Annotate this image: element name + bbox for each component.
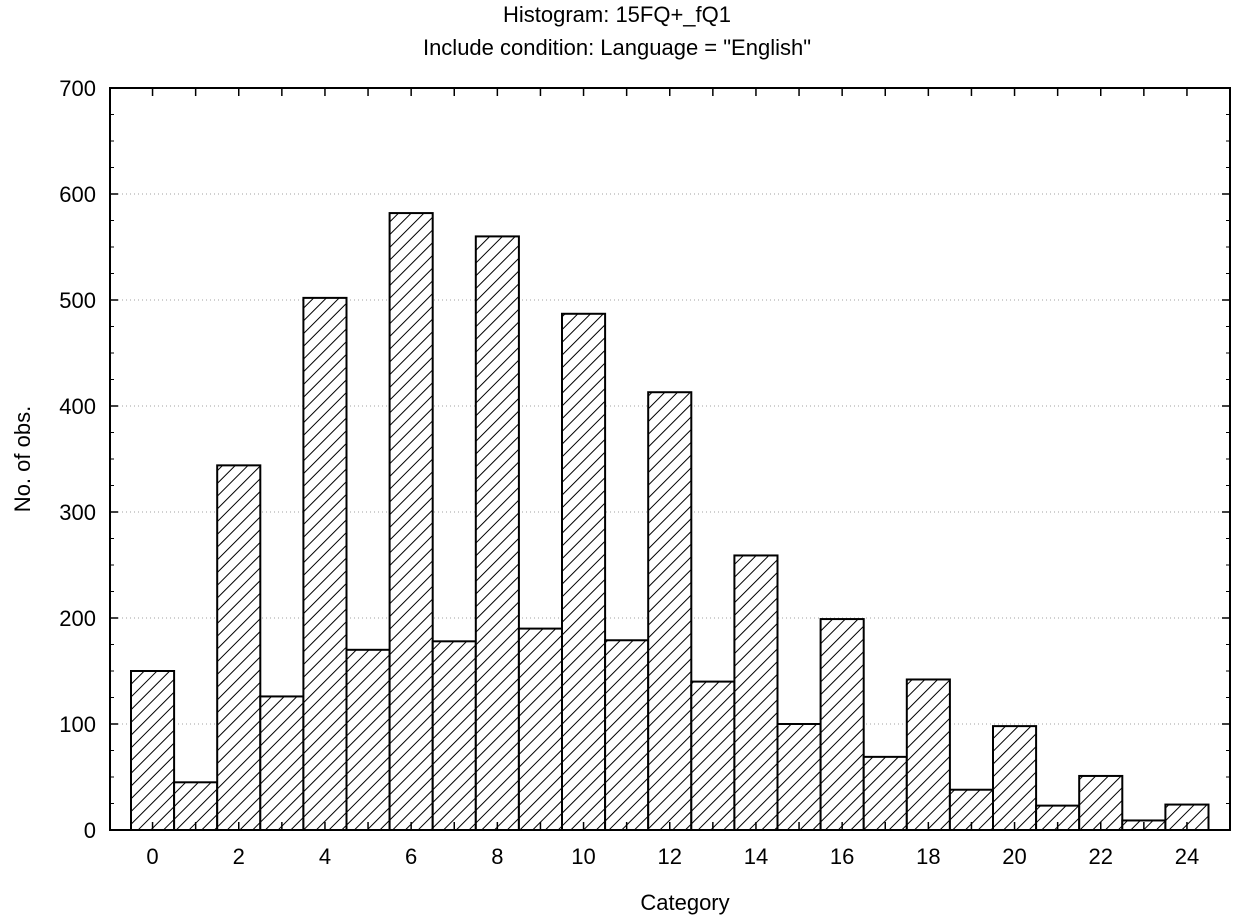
chart-subtitle: Include condition: Language = "English" bbox=[423, 35, 811, 60]
histogram-bar bbox=[647, 391, 693, 831]
x-axis-label: Category bbox=[640, 890, 729, 915]
x-tick-label: 4 bbox=[319, 844, 331, 869]
y-tick-label: 600 bbox=[59, 182, 96, 207]
histogram-bar bbox=[776, 723, 822, 831]
histogram-bar bbox=[259, 695, 305, 831]
x-tick-label: 2 bbox=[233, 844, 245, 869]
histogram-bar bbox=[819, 618, 865, 831]
x-tick-label: 8 bbox=[491, 844, 503, 869]
x-tick-label: 14 bbox=[744, 844, 768, 869]
x-tick-label: 20 bbox=[1002, 844, 1026, 869]
x-tick-label: 22 bbox=[1089, 844, 1113, 869]
y-tick-label: 700 bbox=[59, 76, 96, 101]
x-tick-label: 12 bbox=[658, 844, 682, 869]
histogram-bar bbox=[388, 212, 434, 831]
x-tick-label: 0 bbox=[146, 844, 158, 869]
y-tick-label: 300 bbox=[59, 500, 96, 525]
y-tick-label: 0 bbox=[84, 818, 96, 843]
y-tick-label: 400 bbox=[59, 394, 96, 419]
histogram-bar bbox=[733, 554, 779, 832]
histogram-bar bbox=[561, 312, 607, 831]
histogram-bar bbox=[345, 648, 391, 831]
y-axis-label: No. of obs. bbox=[10, 406, 35, 512]
histogram-bar bbox=[992, 725, 1038, 831]
histogram-bar bbox=[517, 627, 564, 831]
x-tick-label: 16 bbox=[830, 844, 854, 869]
histogram-bar bbox=[1164, 803, 1210, 831]
x-tick-label: 18 bbox=[916, 844, 940, 869]
x-tick-label: 6 bbox=[405, 844, 417, 869]
histogram-bar bbox=[130, 670, 176, 831]
histogram-bar bbox=[862, 755, 908, 831]
plot-frame bbox=[109, 87, 1231, 831]
histogram-bar bbox=[905, 678, 951, 831]
bars bbox=[130, 212, 1210, 832]
histogram-bar bbox=[216, 464, 262, 831]
chart-title: Histogram: 15FQ+_fQ1 bbox=[503, 2, 731, 27]
histogram-bar bbox=[690, 680, 736, 831]
y-tick-label: 100 bbox=[59, 712, 96, 737]
y-tick-label: 500 bbox=[59, 288, 96, 313]
histogram-bar bbox=[302, 296, 348, 831]
histogram-bar bbox=[474, 235, 520, 831]
x-tick-labels: 0 2 4 6 8 10 12 14 16 18 20 22 24 bbox=[146, 844, 1199, 869]
histogram-bar bbox=[431, 640, 477, 831]
histogram-bar bbox=[604, 639, 650, 832]
y-tick-labels: 0 100 200 300 400 500 600 700 bbox=[59, 76, 96, 843]
histogram-bar bbox=[1078, 774, 1124, 832]
x-tick-label: 10 bbox=[571, 844, 595, 869]
x-tick-label: 24 bbox=[1175, 844, 1199, 869]
y-tick-label: 200 bbox=[59, 606, 96, 631]
